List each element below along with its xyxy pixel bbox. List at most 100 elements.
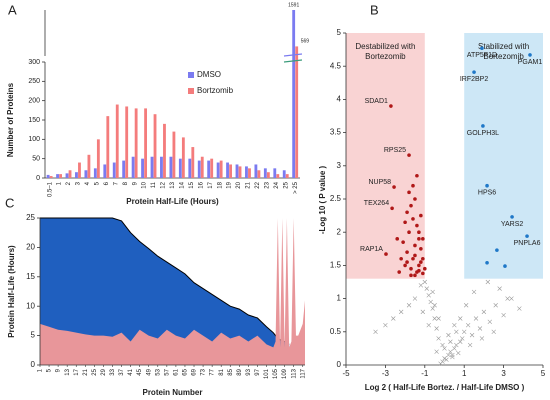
panel-letter: A	[8, 2, 17, 17]
point	[401, 240, 405, 244]
region-label: Destabilized with	[355, 42, 415, 51]
point	[403, 263, 407, 268]
y-tick-label: 200	[28, 98, 40, 105]
x-tick-label: 15	[189, 181, 195, 188]
x-tick-label: 65	[183, 368, 189, 375]
point	[418, 283, 424, 288]
point-label: GOLPH3L	[467, 130, 499, 137]
point	[419, 247, 423, 251]
point	[407, 230, 411, 234]
x-tick-label: 13	[170, 181, 176, 188]
area	[40, 218, 290, 365]
point	[481, 124, 485, 128]
point	[491, 329, 496, 335]
point	[421, 271, 425, 276]
point	[409, 266, 413, 271]
point	[405, 250, 409, 254]
y-tick-label: 3.5	[330, 128, 342, 137]
bar	[226, 162, 229, 178]
bar	[75, 172, 78, 178]
point	[422, 279, 428, 285]
point	[525, 234, 529, 238]
point	[419, 260, 423, 264]
point	[481, 309, 487, 315]
x-tick-label: 61	[173, 368, 179, 375]
axis-break	[283, 59, 303, 63]
x-tick-label: 25	[283, 181, 289, 188]
x-tick-label: 97	[255, 368, 261, 375]
point-label: YARS2	[501, 221, 524, 228]
bar	[276, 174, 280, 178]
point	[413, 197, 417, 201]
y-tick-label: 25	[26, 213, 35, 222]
point	[463, 303, 469, 308]
point	[430, 306, 435, 311]
point	[467, 342, 473, 348]
bar	[150, 156, 154, 178]
point	[452, 322, 457, 328]
y-tick-label: 4.5	[330, 61, 342, 70]
point	[440, 342, 445, 348]
point	[406, 303, 412, 308]
y-tick-label: 20	[26, 243, 35, 252]
point	[413, 273, 417, 278]
point	[485, 279, 491, 285]
bar	[229, 164, 232, 178]
point	[390, 206, 394, 211]
bar	[285, 174, 289, 178]
y-tick-label: 1	[337, 294, 342, 303]
point	[442, 356, 447, 361]
x-axis-title: Protein Half-Life (Hours)	[126, 197, 219, 206]
legend-swatch	[188, 88, 194, 94]
x-tick-label: -1	[421, 369, 429, 378]
x-tick-label: 8	[123, 181, 129, 185]
x-tick-label: 1	[38, 368, 44, 372]
point	[436, 316, 441, 321]
point	[411, 183, 415, 188]
bar	[273, 168, 277, 178]
legend-swatch	[188, 72, 194, 78]
point	[426, 322, 431, 328]
y-tick-label: 0	[337, 360, 342, 369]
point	[440, 359, 445, 364]
bar	[181, 137, 185, 178]
y-tick-label: 4	[337, 95, 342, 104]
bar	[216, 162, 220, 178]
bar	[282, 170, 286, 178]
x-tick-label: 85	[228, 368, 234, 375]
point	[444, 357, 449, 362]
x-tick-label: 117	[300, 368, 306, 378]
point	[460, 336, 465, 341]
x-tick-label: 53	[155, 368, 161, 375]
x-axis-title: Log 2 ( Half-Life Bortez. / Half-Life DM…	[365, 383, 525, 392]
legend-label: DMSO	[197, 70, 221, 79]
point	[473, 316, 479, 321]
point	[421, 237, 425, 241]
bar	[131, 156, 135, 178]
x-tick-label: 77	[210, 368, 216, 375]
point	[391, 316, 396, 321]
x-tick-label: 12	[161, 181, 167, 188]
region-label: Stabilized with	[478, 42, 529, 51]
point	[497, 286, 502, 291]
point	[485, 260, 489, 265]
point	[465, 322, 471, 328]
point	[399, 256, 403, 261]
point	[411, 217, 415, 221]
bar	[153, 114, 157, 178]
point	[485, 183, 489, 188]
bar	[178, 158, 182, 178]
point	[373, 329, 378, 335]
point	[472, 70, 476, 74]
bar	[68, 170, 72, 178]
point	[417, 268, 421, 273]
point	[434, 349, 439, 354]
y-tick-label: 5	[337, 28, 342, 37]
bar	[160, 156, 163, 178]
point	[456, 350, 461, 356]
bar	[207, 160, 211, 178]
bar	[122, 160, 126, 178]
bar	[263, 168, 267, 178]
